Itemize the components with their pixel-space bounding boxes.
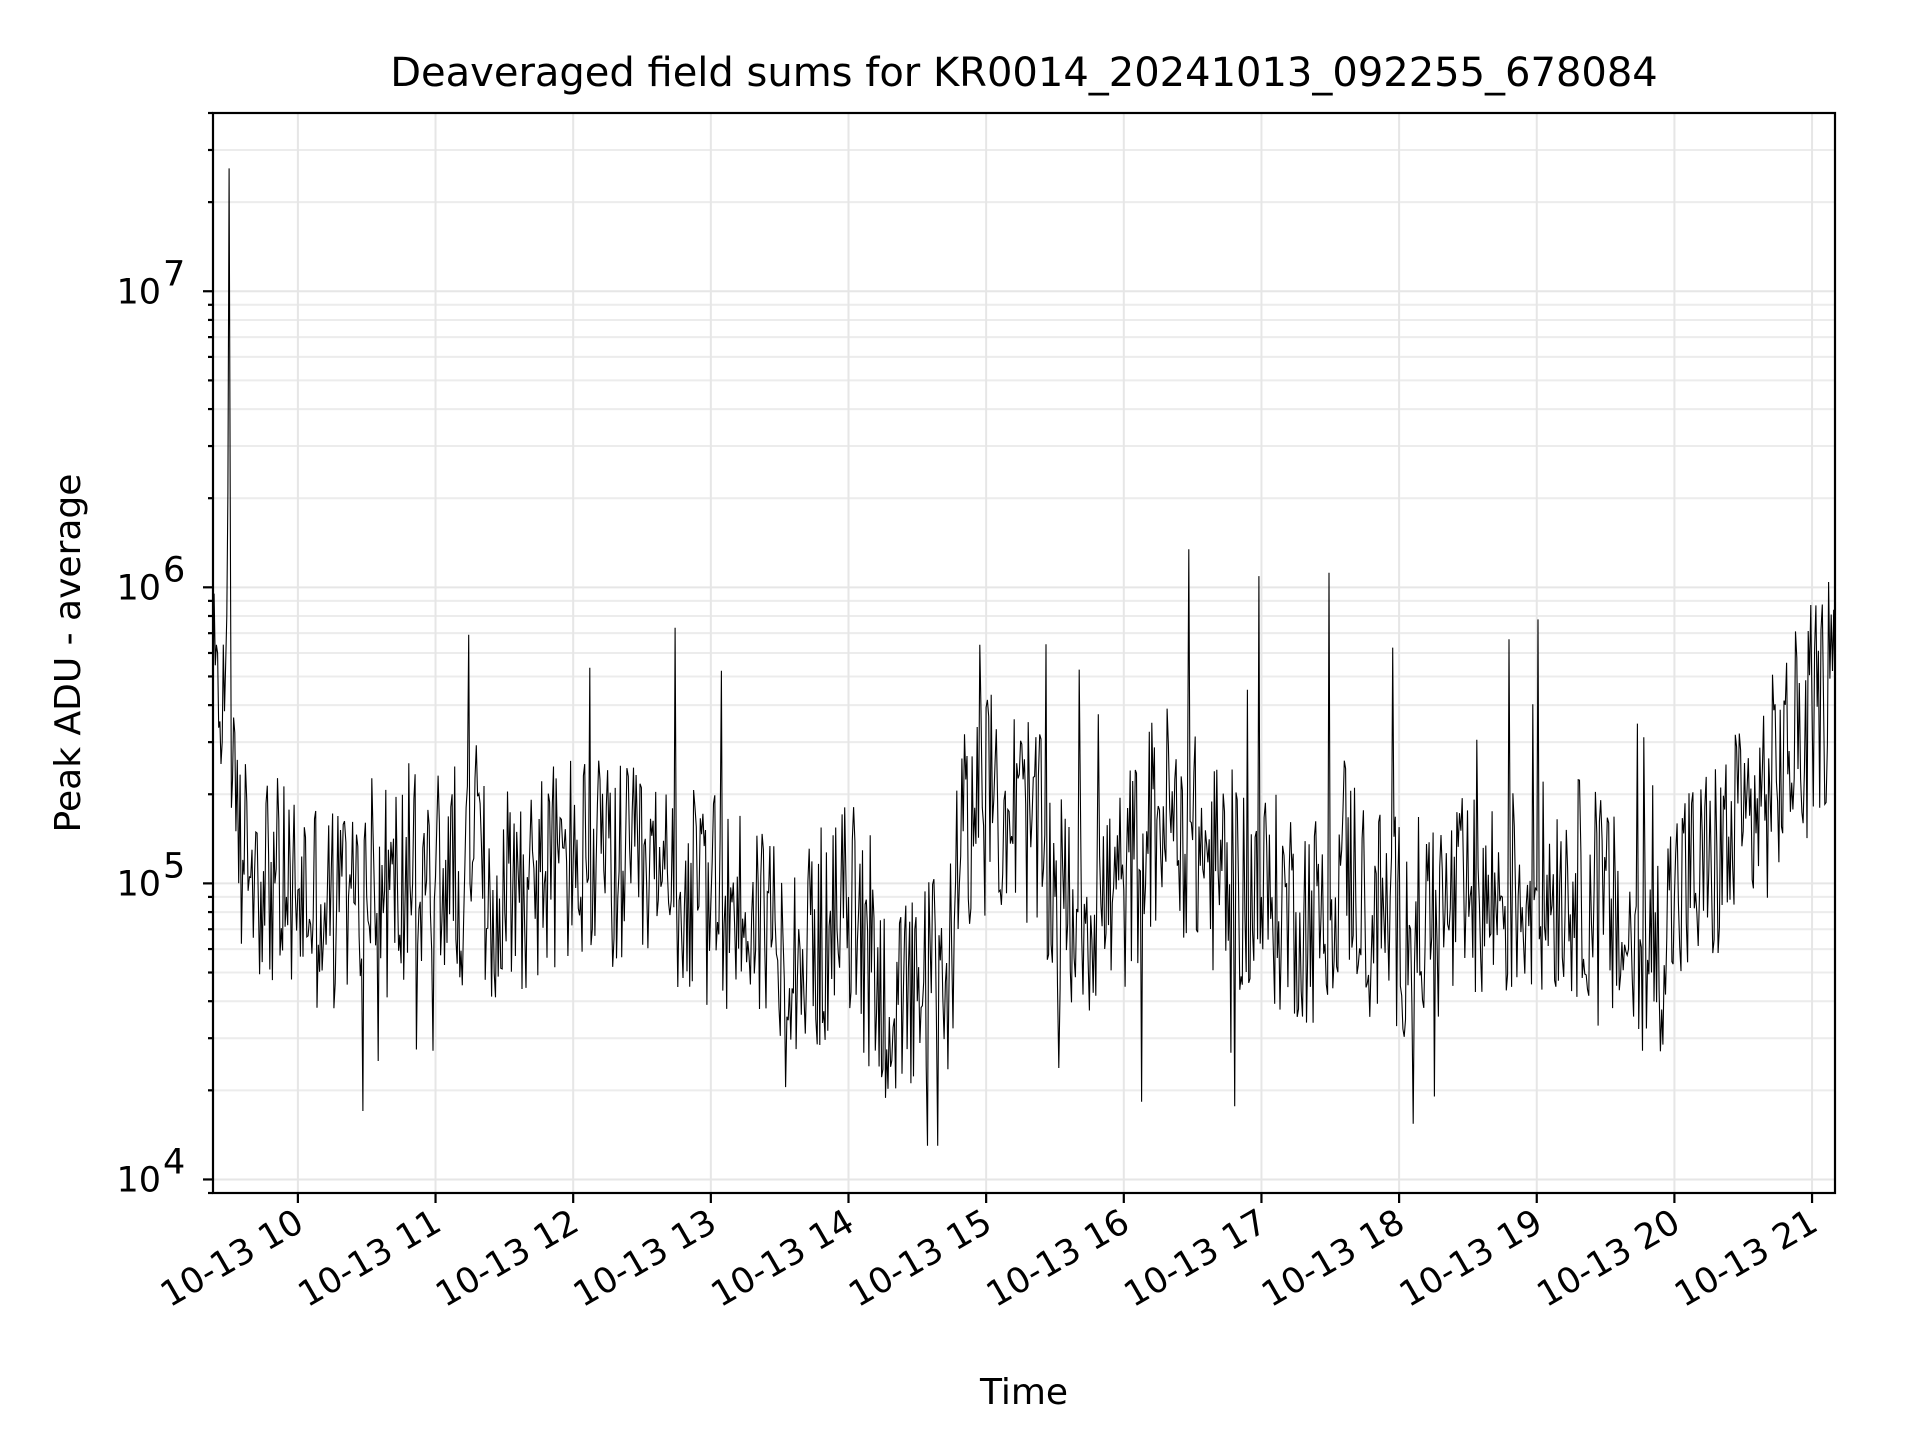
plot-frame [211,111,1837,1195]
x-tick-label: 10-13 12 [429,1202,585,1315]
y-tick-label: 10 [116,1160,161,1200]
x-tick-label: 10-13 17 [1118,1202,1274,1315]
minor-gridlines [208,111,1835,1195]
series-line [212,168,1836,1146]
y-tick-label: 10 [116,272,161,312]
y-tick-base: 10 [116,1160,161,1200]
x-tick-label: 10-13 20 [1531,1202,1687,1315]
y-axis-label: Peak ADU - average [48,474,89,833]
x-tick-label: 10-13 18 [1255,1202,1411,1315]
y-tick-exponent: 4 [163,1142,185,1182]
x-tick-label: 10-13 15 [842,1202,998,1315]
x-tick-label: 10-13 11 [292,1202,448,1315]
y-tick-exponent: 6 [163,550,185,590]
y-tick-base: 10 [116,864,161,904]
y-tick-exponent: 5 [163,846,185,886]
y-tick-label: 10 [116,864,161,904]
x-tick-label: 10-13 16 [980,1202,1136,1315]
x-tick-label: 10-13 10 [154,1202,310,1315]
x-tick-label: 10-13 19 [1393,1202,1549,1315]
x-axis-label: Time [979,1372,1068,1413]
x-tick-label: 10-13 14 [705,1202,861,1315]
x-tick-label: 10-13 13 [567,1202,723,1315]
y-tick-exponent: 7 [163,254,185,294]
x-tick-label: 10-13 21 [1668,1202,1824,1315]
y-tick-label: 10 [116,568,161,608]
major-gridlines [213,113,1835,1193]
chart-title: Deaveraged field sums for KR0014_2024101… [390,50,1658,96]
y-tick-base: 10 [116,568,161,608]
y-tick-base: 10 [116,272,161,312]
